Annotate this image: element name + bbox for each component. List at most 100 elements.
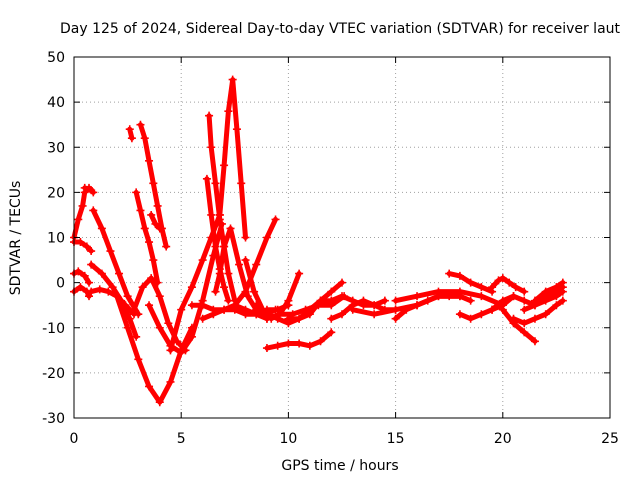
data-point-plus-marker: [198, 314, 207, 323]
data-point-plus-marker: [74, 215, 83, 224]
data-point-plus-marker: [97, 224, 106, 233]
series-trace: [217, 77, 248, 240]
data-point-plus-marker: [78, 201, 87, 210]
data-point-plus-marker: [530, 337, 539, 346]
data-point-plus-marker: [327, 296, 336, 305]
data-point-plus-marker: [140, 134, 149, 143]
data-point-plus-marker: [232, 125, 241, 134]
data-point-plus-marker: [262, 233, 271, 242]
data-point-plus-marker: [136, 120, 145, 129]
data-point-plus-marker: [271, 215, 280, 224]
data-point-plus-marker: [207, 210, 216, 219]
data-point-plus-marker: [520, 328, 529, 337]
data-point-plus-marker: [80, 183, 89, 192]
data-point-plus-marker: [295, 269, 304, 278]
data-point-plus-marker: [123, 323, 132, 332]
data-point-plus-marker: [211, 179, 220, 188]
data-point-plus-marker: [89, 188, 98, 197]
x-axis-label: GPS time / hours: [281, 458, 398, 474]
data-point-plus-marker: [132, 332, 141, 341]
x-tick-label: 15: [387, 431, 405, 447]
data-point-plus-marker: [166, 346, 175, 355]
y-tick-label: 40: [47, 95, 65, 111]
data-point-plus-marker: [509, 314, 518, 323]
data-point-plus-marker: [145, 238, 154, 247]
data-point-plus-marker: [241, 287, 250, 296]
data-point-plus-marker: [136, 206, 145, 215]
data-point-plus-marker: [520, 305, 529, 314]
data-point-plus-marker: [498, 296, 507, 305]
data-point-plus-marker: [413, 292, 422, 301]
data-point-plus-marker: [202, 174, 211, 183]
data-point-plus-marker: [423, 296, 432, 305]
data-point-plus-marker: [155, 224, 164, 233]
series-arc-03: [70, 238, 96, 256]
data-point-plus-marker: [106, 247, 115, 256]
data-point-plus-marker: [224, 107, 233, 116]
data-series-group: [70, 75, 567, 407]
series-arc-41: [530, 278, 567, 305]
y-tick-label: -20: [42, 366, 65, 382]
data-point-plus-marker: [520, 296, 529, 305]
series-trace: [71, 268, 92, 286]
data-point-plus-marker: [115, 269, 124, 278]
series-arc-17: [202, 174, 233, 305]
data-point-plus-marker: [327, 328, 336, 337]
series-arc-39: [509, 296, 567, 328]
series-arc-04: [70, 267, 94, 287]
data-point-plus-marker: [295, 314, 304, 323]
data-point-plus-marker: [250, 287, 259, 296]
data-point-plus-marker: [284, 301, 293, 310]
data-point-plus-marker: [262, 314, 271, 323]
data-point-plus-marker: [224, 269, 233, 278]
data-point-plus-marker: [466, 278, 475, 287]
series-trace: [189, 302, 291, 317]
data-point-plus-marker: [235, 260, 244, 269]
data-point-plus-marker: [477, 310, 486, 319]
data-point-plus-marker: [273, 341, 282, 350]
series-trace: [71, 185, 92, 240]
data-point-plus-marker: [145, 382, 154, 391]
y-axis-label: SDTVAR / TECUs: [8, 181, 24, 296]
data-point-plus-marker: [226, 224, 235, 233]
data-point-plus-marker: [149, 179, 158, 188]
data-point-plus-marker: [348, 296, 357, 305]
data-point-plus-marker: [552, 301, 561, 310]
y-tick-label: 50: [47, 50, 65, 66]
y-tick-label: 10: [47, 231, 65, 247]
data-point-plus-marker: [125, 125, 134, 134]
data-point-plus-marker: [466, 296, 475, 305]
data-point-plus-marker: [140, 224, 149, 233]
data-point-plus-marker: [87, 287, 96, 296]
series-arc-30: [327, 292, 389, 310]
y-tick-label: 30: [47, 140, 65, 156]
series-arc-37: [488, 287, 567, 314]
data-point-plus-marker: [530, 296, 539, 305]
data-point-plus-marker: [177, 348, 186, 357]
data-point-plus-marker: [198, 256, 207, 265]
series-arc-38: [498, 305, 539, 346]
data-point-plus-marker: [211, 287, 220, 296]
data-point-plus-marker: [87, 247, 96, 256]
data-point-plus-marker: [505, 278, 514, 287]
series-arc-36: [488, 274, 529, 296]
x-tick-label: 25: [601, 431, 619, 447]
data-point-plus-marker: [284, 339, 293, 348]
data-point-plus-marker: [284, 314, 293, 323]
data-point-plus-marker: [262, 344, 271, 353]
data-point-plus-marker: [228, 75, 237, 84]
series-trace: [532, 280, 566, 304]
data-point-plus-marker: [138, 283, 147, 292]
data-point-plus-marker: [241, 305, 250, 314]
data-point-plus-marker: [76, 283, 85, 292]
data-point-plus-marker: [155, 398, 164, 407]
data-point-plus-marker: [147, 210, 156, 219]
data-point-plus-marker: [132, 188, 141, 197]
series-arc-12: [147, 210, 164, 233]
data-point-plus-marker: [520, 287, 529, 296]
y-tick-label: 0: [56, 276, 65, 292]
y-tick-label: -30: [42, 411, 65, 427]
data-point-plus-marker: [466, 314, 475, 323]
data-point-plus-marker: [162, 242, 171, 251]
data-point-plus-marker: [123, 292, 132, 301]
